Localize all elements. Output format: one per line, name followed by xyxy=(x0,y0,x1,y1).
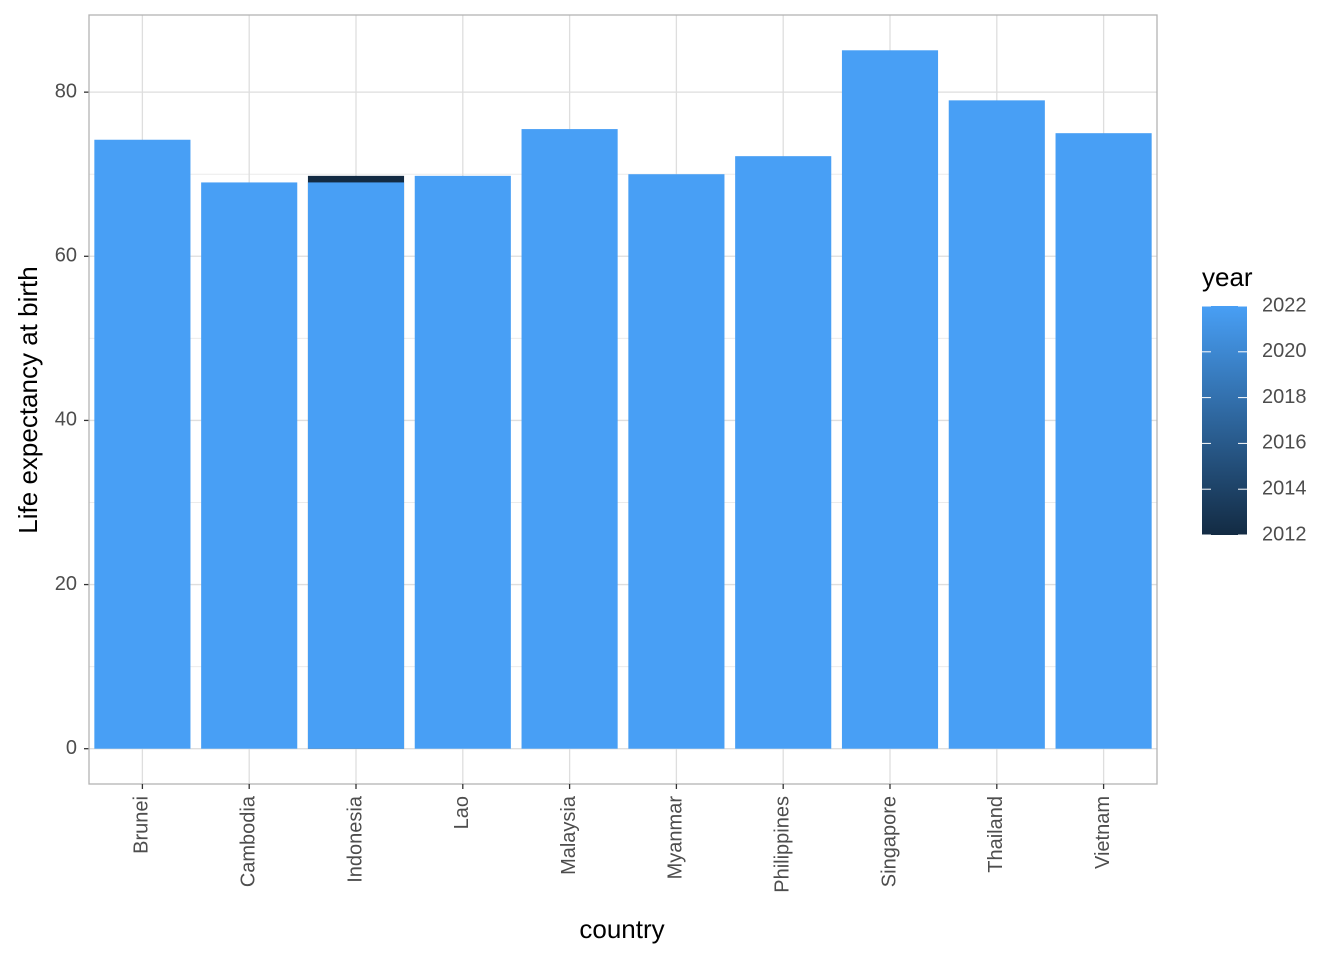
y-tick-label: 40 xyxy=(55,409,77,431)
bar xyxy=(948,100,1045,749)
bar xyxy=(414,175,511,749)
legend-label: 2014 xyxy=(1262,477,1307,499)
legend-label: 2022 xyxy=(1262,294,1307,316)
bar xyxy=(94,139,191,749)
bar xyxy=(201,182,298,749)
legend-label: 2020 xyxy=(1262,340,1307,362)
x-tick-label: Malaysia xyxy=(558,795,580,875)
x-tick-label: Myanmar xyxy=(665,796,687,880)
x-tick-label: Cambodia xyxy=(237,795,259,887)
x-tick-label: Indonesia xyxy=(344,795,366,883)
y-tick-label: 60 xyxy=(55,245,77,267)
panel-border xyxy=(88,14,1158,785)
y-tick-label: 0 xyxy=(66,737,77,759)
legend-label: 2012 xyxy=(1262,523,1307,545)
colorbar xyxy=(1202,306,1247,535)
x-tick-label: Lao xyxy=(451,796,473,829)
bar xyxy=(841,50,939,749)
y-tick-label: 80 xyxy=(55,80,77,102)
legend-label: 2016 xyxy=(1262,432,1307,454)
x-tick-label: Vietnam xyxy=(1092,796,1114,869)
x-tick-label: Philippines xyxy=(771,796,793,893)
x-tick-label: Thailand xyxy=(985,796,1007,873)
bar xyxy=(628,174,725,749)
legend-title: year xyxy=(1202,262,1253,292)
bar xyxy=(307,182,405,749)
x-tick-label: Singapore xyxy=(878,796,900,887)
bar xyxy=(521,129,618,749)
plot: 0 20 40 60 80 Brunei Cambodia Indonesia Lao Malay… xyxy=(55,14,1158,893)
legend-label: 2018 xyxy=(1262,386,1307,408)
bar xyxy=(1055,133,1152,749)
x-axis-title: country xyxy=(579,914,664,944)
y-tick-label: 20 xyxy=(55,573,77,595)
y-axis-title: Life expectancy at birth xyxy=(13,266,43,533)
bar xyxy=(735,156,832,749)
x-tick-label: Brunei xyxy=(131,796,153,854)
